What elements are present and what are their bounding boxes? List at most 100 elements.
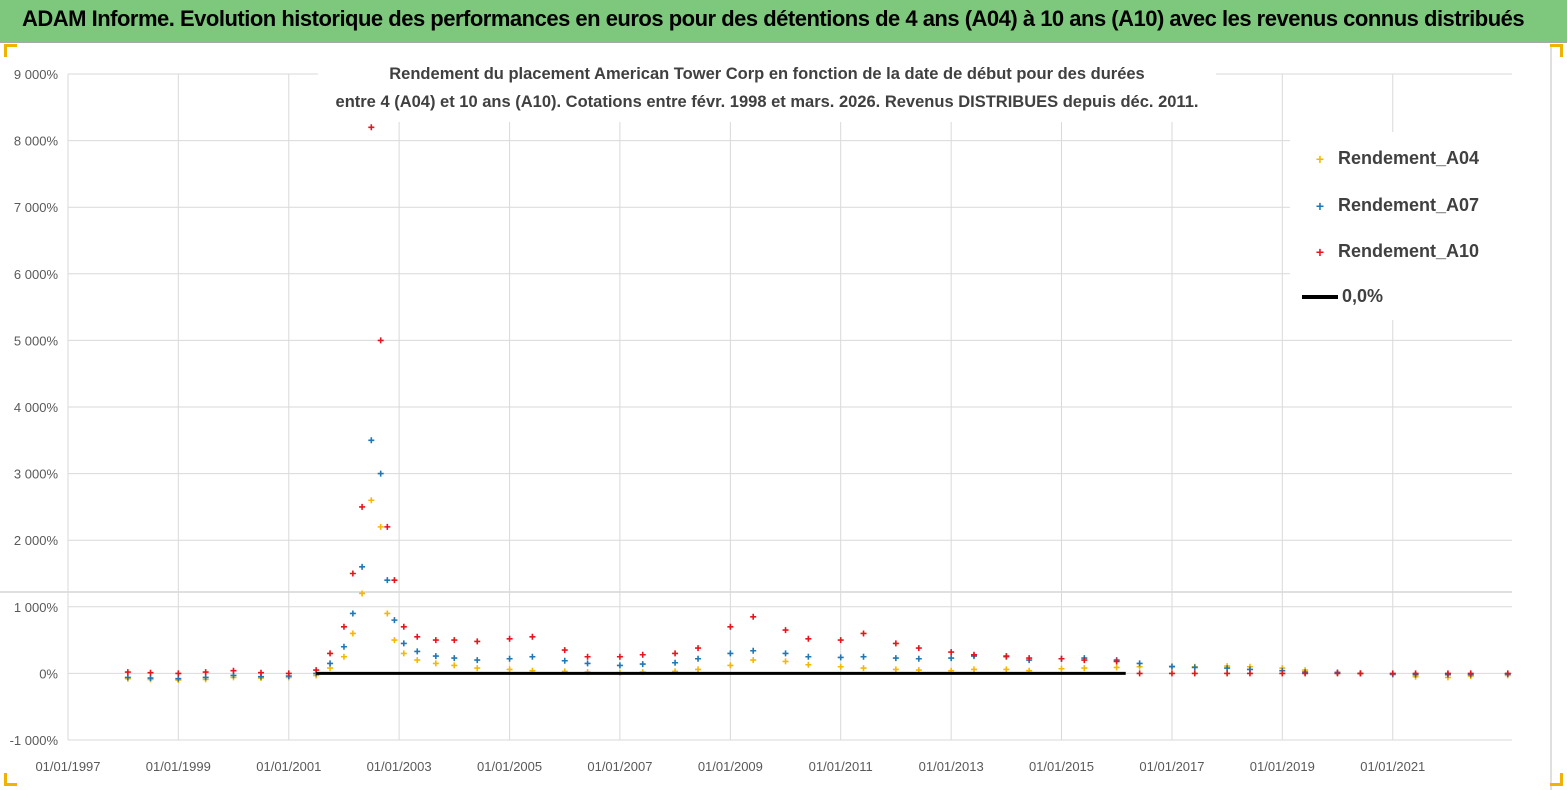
data-point-a04: [695, 666, 702, 673]
data-point-a07: [340, 643, 347, 650]
data-point-a07: [391, 617, 398, 624]
data-point-a10: [1113, 658, 1120, 665]
data-point-a10: [561, 647, 568, 654]
data-point-a07: [124, 674, 131, 681]
data-point-a10: [860, 630, 867, 637]
data-point-a04: [384, 610, 391, 617]
data-point-a07: [147, 675, 154, 682]
data-point-a07: [805, 653, 812, 660]
data-point-a10: [1224, 670, 1231, 677]
data-point-a07: [327, 660, 334, 667]
data-point-a07: [202, 674, 209, 681]
data-point-a10: [639, 651, 646, 658]
data-point-a07: [368, 437, 375, 444]
data-point-a10: [695, 645, 702, 652]
chart-title: Rendement du placement American Tower Co…: [318, 60, 1216, 122]
legend-item-zero: 0,0%: [1302, 286, 1383, 307]
data-point-a10: [451, 637, 458, 644]
data-point-a04: [1113, 664, 1120, 671]
corner-bottom-left: [4, 773, 17, 786]
data-point-a07: [584, 660, 591, 667]
data-point-a10: [1467, 670, 1474, 677]
data-point-a07: [672, 659, 679, 666]
data-point-a07: [432, 653, 439, 660]
data-point-a04: [860, 665, 867, 672]
x-tick-label: 01/01/2009: [698, 759, 763, 774]
data-point-a10: [1444, 670, 1451, 677]
data-point-a04: [970, 666, 977, 673]
y-tick-label: 5 000%: [14, 333, 59, 348]
data-point-a10: [616, 653, 623, 660]
legend: + Rendement_A04 + Rendement_A07 + Rendement…: [1290, 132, 1512, 320]
data-point-a07: [359, 563, 366, 570]
data-point-a10: [1246, 670, 1253, 677]
data-point-a10: [377, 337, 384, 344]
x-tick-label: 01/01/1997: [35, 759, 100, 774]
data-point-a10: [837, 637, 844, 644]
data-point-a10: [1334, 670, 1341, 677]
chart-title-line-2: entre 4 (A04) et 10 ans (A10). Cotations…: [335, 93, 1199, 111]
data-point-a07: [1191, 664, 1198, 671]
chart-title-line-1: Rendement du placement American Tower Co…: [389, 65, 1145, 83]
data-point-a10: [1412, 670, 1419, 677]
data-point-a10: [414, 633, 421, 640]
data-point-a07: [750, 647, 757, 654]
data-point-a07: [892, 655, 899, 662]
data-point-a04: [368, 497, 375, 504]
data-point-a07: [860, 653, 867, 660]
data-point-a10: [368, 124, 375, 131]
legend-marker-a04: +: [1315, 151, 1325, 167]
data-point-a10: [1279, 670, 1286, 677]
y-tick-label: 2 000%: [14, 533, 59, 548]
data-point-a04: [506, 666, 513, 673]
x-tick-label: 01/01/2003: [367, 759, 432, 774]
corner-bottom-right: [1550, 773, 1563, 786]
data-point-a04: [1058, 665, 1065, 672]
data-point-a07: [561, 657, 568, 664]
y-tick-label: 4 000%: [14, 400, 59, 415]
data-point-a04: [750, 657, 757, 664]
data-point-a10: [313, 667, 320, 674]
data-point-a10: [257, 669, 264, 676]
x-tick-label: 01/01/1999: [146, 759, 211, 774]
data-point-a04: [727, 662, 734, 669]
y-tick-label: 8 000%: [14, 134, 59, 149]
legend-item-a04: + Rendement_A04: [1312, 148, 1479, 169]
data-point-a07: [639, 661, 646, 668]
data-point-a07: [837, 654, 844, 661]
data-point-a10: [1504, 670, 1511, 677]
legend-item-a07: + Rendement_A07: [1312, 195, 1479, 216]
data-point-a07: [782, 650, 789, 657]
data-point-a10: [432, 637, 439, 644]
data-point-a10: [672, 650, 679, 657]
corner-top-left: [4, 44, 17, 57]
data-point-a10: [727, 623, 734, 630]
x-tick-label: 01/01/2001: [256, 759, 321, 774]
data-point-a07: [616, 662, 623, 669]
data-point-a07: [400, 640, 407, 647]
data-point-a07: [695, 655, 702, 662]
data-point-a04: [359, 590, 366, 597]
data-point-a04: [892, 666, 899, 673]
data-point-a04: [1003, 666, 1010, 673]
y-tick-label: 1 000%: [14, 600, 59, 615]
data-point-a04: [805, 661, 812, 668]
data-point-a07: [506, 655, 513, 662]
data-point-a10: [340, 623, 347, 630]
data-point-a10: [124, 669, 131, 676]
data-point-a07: [377, 470, 384, 477]
header-banner: ADAM Informe. Evolution historique des p…: [0, 0, 1567, 43]
data-point-a07: [948, 655, 955, 662]
legend-label-a10: Rendement_A10: [1338, 241, 1480, 261]
x-tick-label: 01/01/2017: [1139, 759, 1204, 774]
data-point-a10: [230, 667, 237, 674]
data-point-a10: [506, 635, 513, 642]
data-point-a07: [349, 610, 356, 617]
data-point-a10: [1357, 670, 1364, 677]
data-point-a04: [391, 637, 398, 644]
data-point-a10: [805, 635, 812, 642]
legend-marker-a07: +: [1315, 198, 1325, 214]
data-point-a10: [359, 503, 366, 510]
data-point-a04: [474, 665, 481, 672]
